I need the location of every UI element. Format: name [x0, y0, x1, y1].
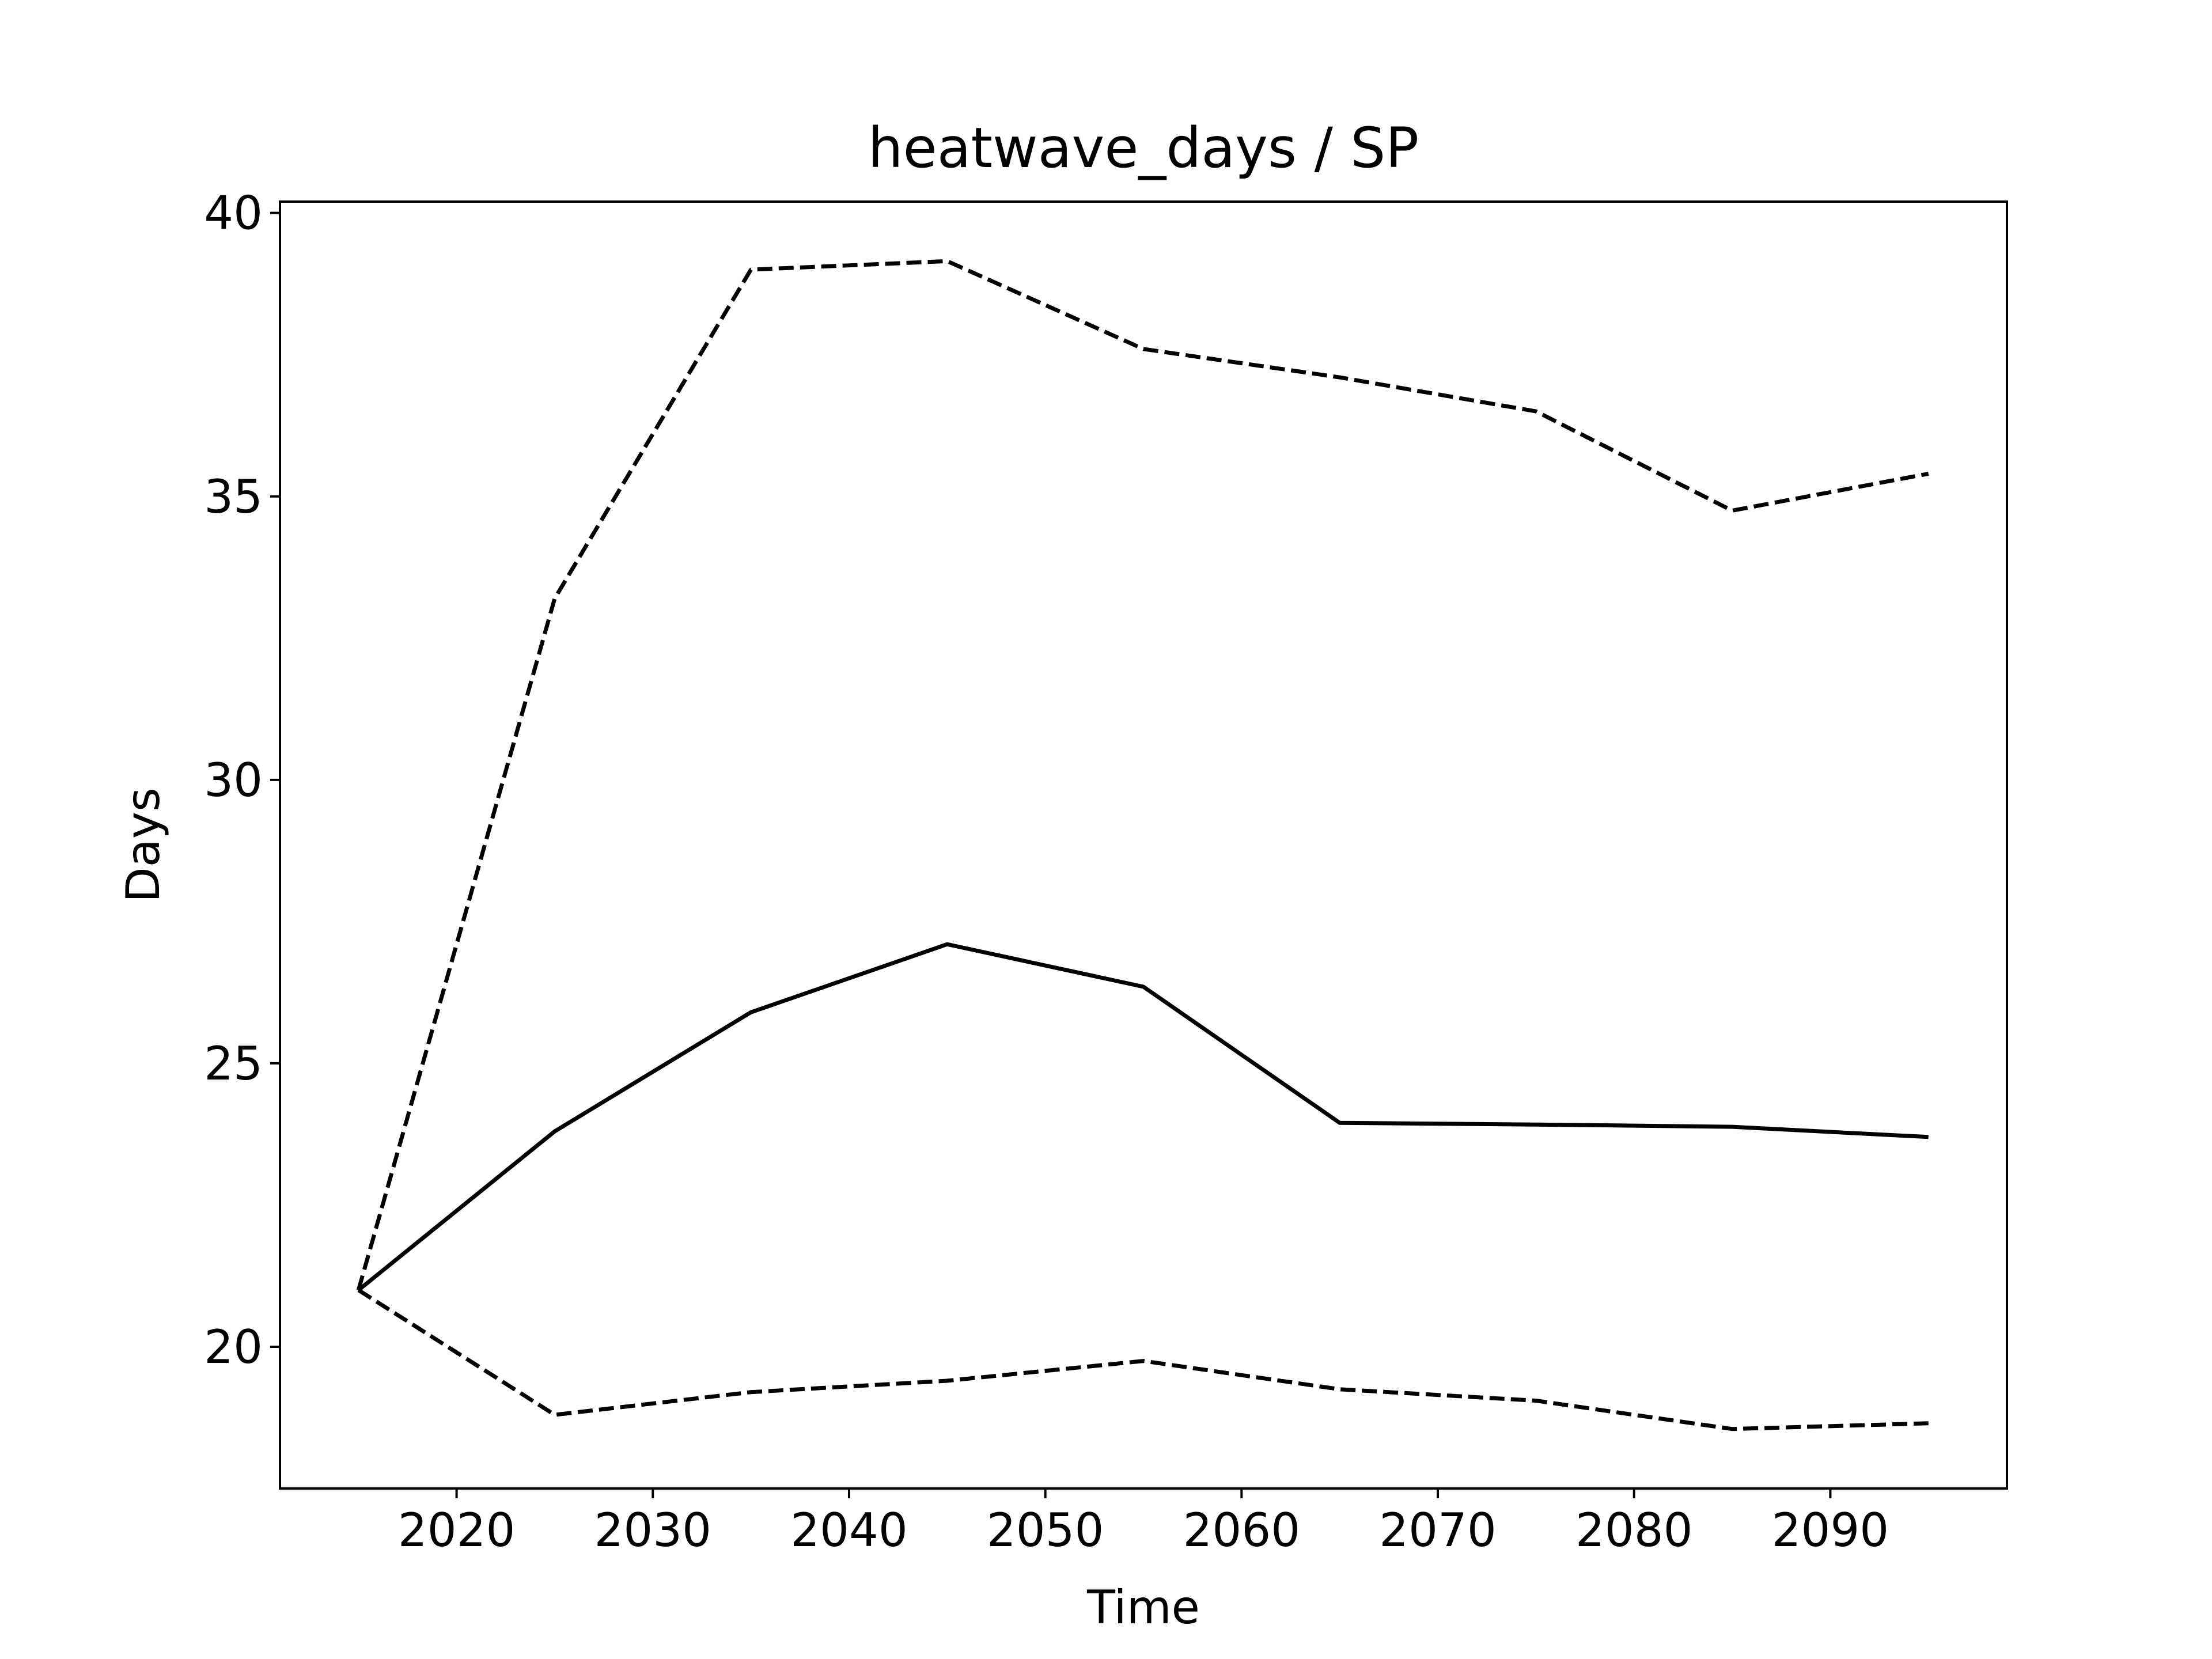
y-tick-label: 25 [204, 1037, 263, 1090]
y-tick-label: 40 [204, 187, 263, 240]
y-tick-label: 35 [204, 470, 263, 524]
series-line-2 [357, 942, 1929, 1292]
x-tick-label: 2070 [1379, 1503, 1497, 1557]
y-axis-ticks: 20 25 30 35 40 [204, 187, 280, 1374]
x-tick-label: 2080 [1575, 1503, 1693, 1557]
x-tick-label: 2040 [790, 1503, 908, 1557]
series-layer [356, 259, 1929, 1431]
x-tick-label: 2050 [987, 1503, 1104, 1557]
x-axis-ticks: 2020 2030 2040 2050 2060 2070 2080 2090 [398, 1488, 1889, 1557]
chart-title: heatwave_days / SP [868, 116, 1419, 180]
y-tick-label: 20 [204, 1320, 263, 1374]
x-tick-label: 2090 [1772, 1503, 1889, 1557]
x-tick-label: 2020 [398, 1503, 516, 1557]
series-line-1 [356, 259, 1929, 1291]
y-tick-label: 30 [204, 753, 263, 807]
series-line-3 [357, 1288, 1929, 1431]
y-axis-label: Days [116, 787, 170, 903]
x-tick-label: 2030 [594, 1503, 711, 1557]
x-axis-label: Time [1086, 1581, 1200, 1634]
x-tick-label: 2060 [1183, 1503, 1301, 1557]
plot-frame [279, 200, 2008, 1490]
